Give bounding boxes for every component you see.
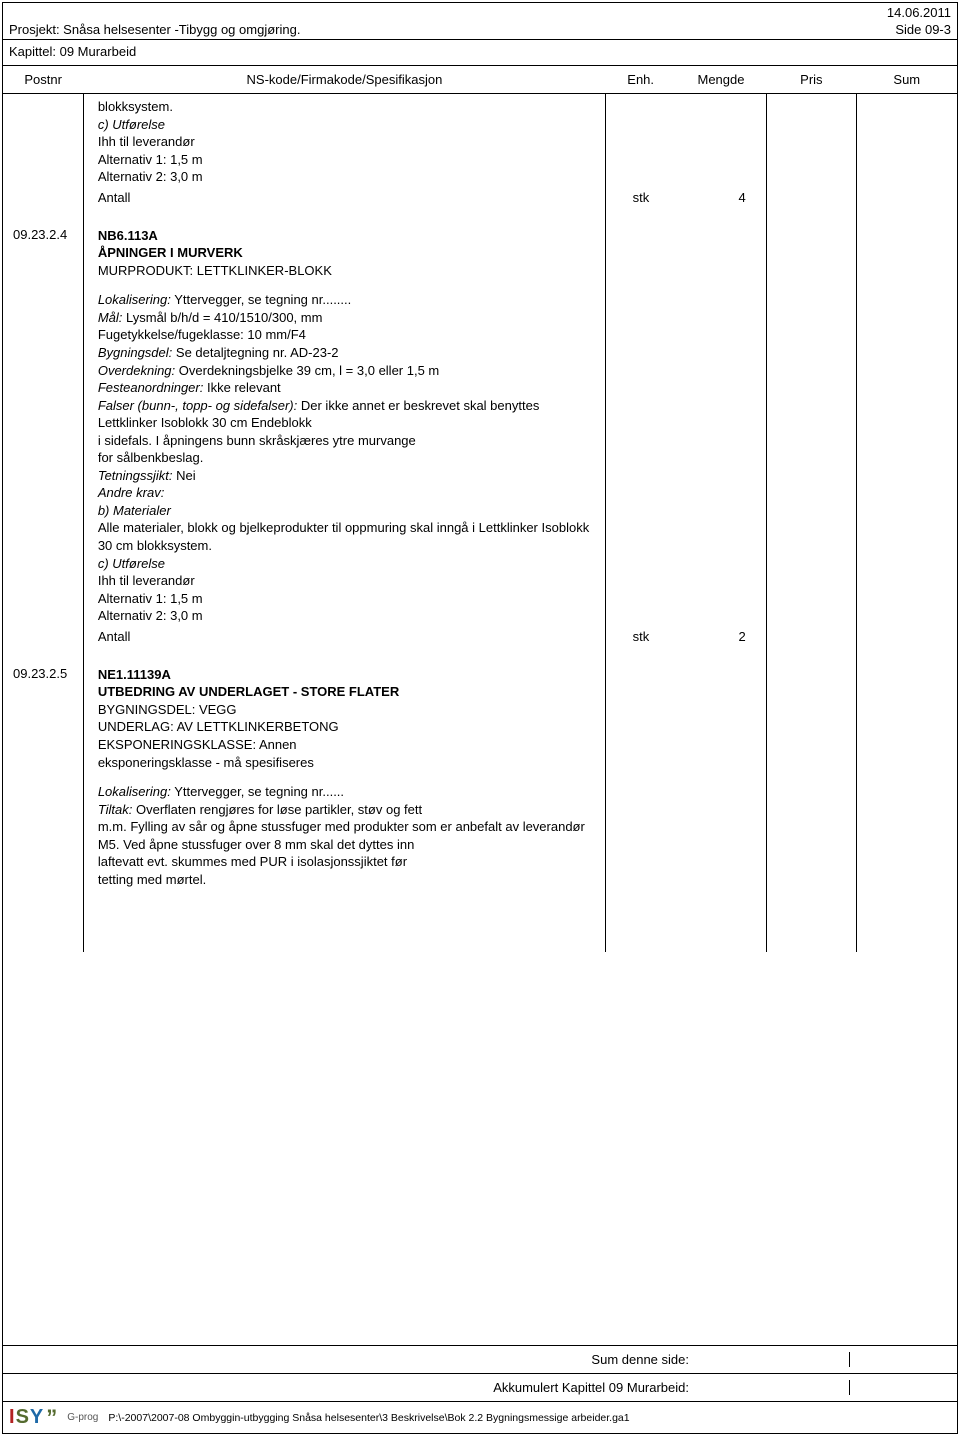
postnr-2: 09.23.2.5 xyxy=(3,662,83,893)
sum-denne-side-row: Sum denne side: xyxy=(3,1345,957,1373)
qty-label-1: Antall xyxy=(98,629,591,644)
chapter-label: Kapittel: 09 Murarbeid xyxy=(3,40,957,65)
col-postnr: Postnr xyxy=(3,66,83,94)
logo-quotes-icon: ” xyxy=(46,1413,57,1423)
akkumulert-label: Akkumulert Kapittel 09 Murarbeid: xyxy=(11,1380,849,1395)
footer-path: P:\-2007\2007-08 Ombyggin-utbygging Snås… xyxy=(108,1412,629,1424)
qty-label-0: Antall xyxy=(98,190,591,205)
spec-table: Postnr NS-kode/Firmakode/Spesifikasjon E… xyxy=(3,65,957,952)
item2-code: NE1.11139A xyxy=(98,667,171,682)
logo-text: ISY xyxy=(9,1406,44,1429)
doc-date: 14.06.2011 xyxy=(3,3,957,20)
item1-body: Lokalisering: Yttervegger, se tegning nr… xyxy=(98,291,591,624)
item2-title: UTBEDRING AV UNDERLAGET - STORE FLATER xyxy=(98,684,399,699)
item0-pretext: blokksystem. c) Utførelse Ihh til levera… xyxy=(98,98,591,186)
project-label: Prosjekt: Snåsa helsesenter -Tibygg og o… xyxy=(9,22,300,37)
item1-code: NB6.113A xyxy=(98,228,158,243)
gap-row xyxy=(3,648,957,662)
table-row: blokksystem. c) Utførelse Ihh til levera… xyxy=(3,94,957,190)
qty-row-0: Antall stk 4 xyxy=(3,190,957,209)
col-enh: Enh. xyxy=(606,66,676,94)
col-pris: Pris xyxy=(766,66,856,94)
qty-0: 4 xyxy=(676,190,766,209)
item2-body: Lokalisering: Yttervegger, se tegning nr… xyxy=(98,783,591,888)
item1-title: ÅPNINGER I MURVERK xyxy=(98,245,243,260)
col-spec: NS-kode/Firmakode/Spesifikasjon xyxy=(83,66,605,94)
bottom-block: Sum denne side: Akkumulert Kapittel 09 M… xyxy=(3,1345,957,1433)
item1-product: MURPRODUKT: LETTKLINKER-BLOKK xyxy=(98,263,332,278)
table-row: 09.23.2.4 NB6.113A ÅPNINGER I MURVERK MU… xyxy=(3,223,957,629)
sum-denne-side-label: Sum denne side: xyxy=(11,1352,849,1367)
col-sum: Sum xyxy=(857,66,957,94)
footer: ISY ” G-prog P:\-2007\2007-08 Ombyggin-u… xyxy=(3,1401,957,1433)
page-container: 14.06.2011 Prosjekt: Snåsa helsesenter -… xyxy=(2,2,958,1434)
unit-0: stk xyxy=(606,190,676,209)
isy-logo: ISY ” xyxy=(9,1406,57,1429)
qty-row-1: Antall stk 2 xyxy=(3,629,957,648)
qty-1: 2 xyxy=(676,629,766,648)
unit-1: stk xyxy=(606,629,676,648)
page-side: Side 09-3 xyxy=(895,22,951,37)
table-row: 09.23.2.5 NE1.11139A UTBEDRING AV UNDERL… xyxy=(3,662,957,893)
table-header-row: Postnr NS-kode/Firmakode/Spesifikasjon E… xyxy=(3,66,957,94)
header-row: Prosjekt: Snåsa helsesenter -Tibygg og o… xyxy=(3,20,957,39)
gprog-label: G-prog xyxy=(67,1412,98,1423)
akkumulert-row: Akkumulert Kapittel 09 Murarbeid: xyxy=(3,1373,957,1401)
filler-row xyxy=(3,892,957,952)
postnr-1: 09.23.2.4 xyxy=(3,223,83,629)
col-mengde: Mengde xyxy=(676,66,766,94)
gap-row xyxy=(3,209,957,223)
